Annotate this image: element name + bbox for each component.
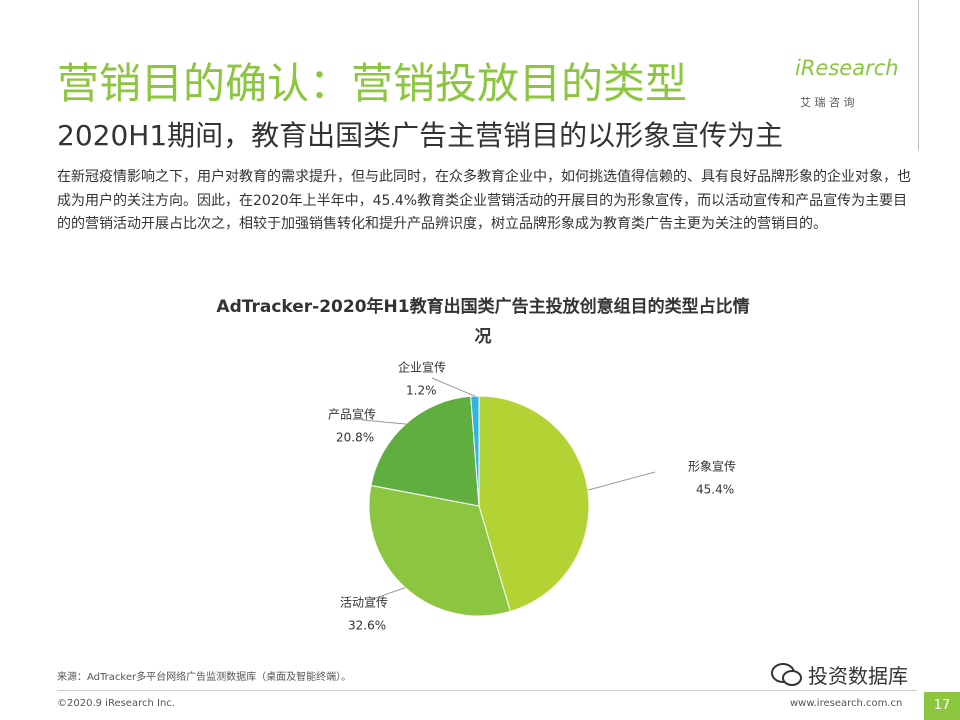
value-label: 32.6% xyxy=(348,619,386,633)
leader-line xyxy=(587,471,656,491)
website: www.iresearch.com.cn xyxy=(790,698,903,709)
source: 来源：AdTracker多平台网络广告监测数据库（桌面及智能终端）。 xyxy=(57,672,352,683)
value-label: 20.8% xyxy=(336,431,374,445)
leader-line xyxy=(369,587,406,601)
logo: iResearch xyxy=(795,56,899,80)
leader-line xyxy=(361,419,406,425)
page-number: 17 xyxy=(924,692,960,720)
slice-label: 形象宣传 xyxy=(688,459,736,474)
slice-label: 企业宣传 xyxy=(398,360,446,375)
value-label: 45.4% xyxy=(696,483,734,497)
logo-cn: 艾 瑞 咨 询 xyxy=(800,96,855,109)
pie-slice xyxy=(470,395,480,507)
footer-line xyxy=(57,690,917,691)
watermark: 投资数据库 xyxy=(808,664,908,688)
slice-label: 活动宣传 xyxy=(340,595,388,610)
divider xyxy=(918,0,919,150)
body-text: 在新冠疫情影响之下，用户对教育的需求提升，但与此同时，在众多教育企业中，如何挑选… xyxy=(57,169,911,232)
chart-title: AdTracker-2020年H1教育出国类广告主投放创意组目的类型占比情况 xyxy=(216,297,750,347)
value-label: 1.2% xyxy=(406,384,437,398)
slice-label: 产品宣传 xyxy=(328,407,376,422)
wechat-icon xyxy=(771,663,802,686)
title: 营销目的确认：营销投放目的类型 xyxy=(57,59,688,108)
pie-slice xyxy=(478,395,590,613)
pie-slice xyxy=(370,395,480,507)
subtitle: 2020H1期间，教育出国类广告主营销目的以形象宣传为主 xyxy=(57,119,784,152)
leader-line xyxy=(431,377,476,397)
copyright: ©2020.9 iResearch Inc. xyxy=(57,698,175,709)
